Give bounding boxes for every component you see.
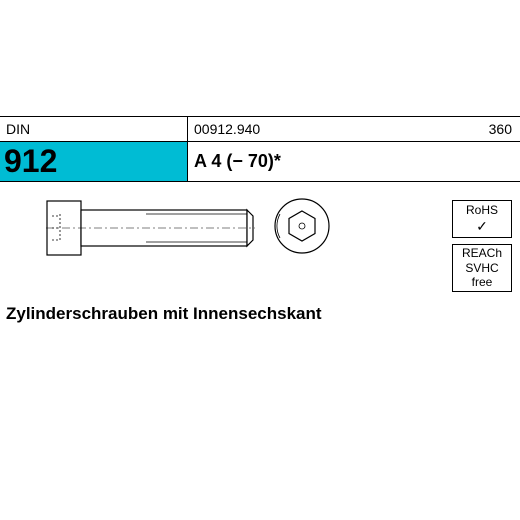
diagram-area: RoHS ✓ REACh SVHC free (0, 182, 520, 302)
din-number: 912 (0, 142, 188, 181)
material-spec: A 4 (− 70)* (188, 142, 520, 181)
reach-label-2: SVHC (465, 261, 498, 275)
reach-label-3: free (472, 275, 493, 289)
reach-badge: REACh SVHC free (452, 244, 512, 292)
din-label: DIN (0, 117, 188, 141)
page-number: 360 (450, 117, 520, 141)
rohs-label: RoHS (466, 203, 498, 217)
reach-label-1: REACh (462, 246, 502, 260)
product-code: 00912.940 (188, 117, 450, 141)
product-description: Zylinderschrauben mit Innensechskant (0, 304, 520, 324)
screw-side-icon (46, 196, 256, 260)
header-row: DIN 00912.940 360 (0, 116, 520, 142)
screw-head-icon (272, 196, 332, 256)
check-icon: ✓ (476, 218, 488, 235)
spec-row: 912 A 4 (− 70)* (0, 142, 520, 182)
rohs-badge: RoHS ✓ (452, 200, 512, 238)
